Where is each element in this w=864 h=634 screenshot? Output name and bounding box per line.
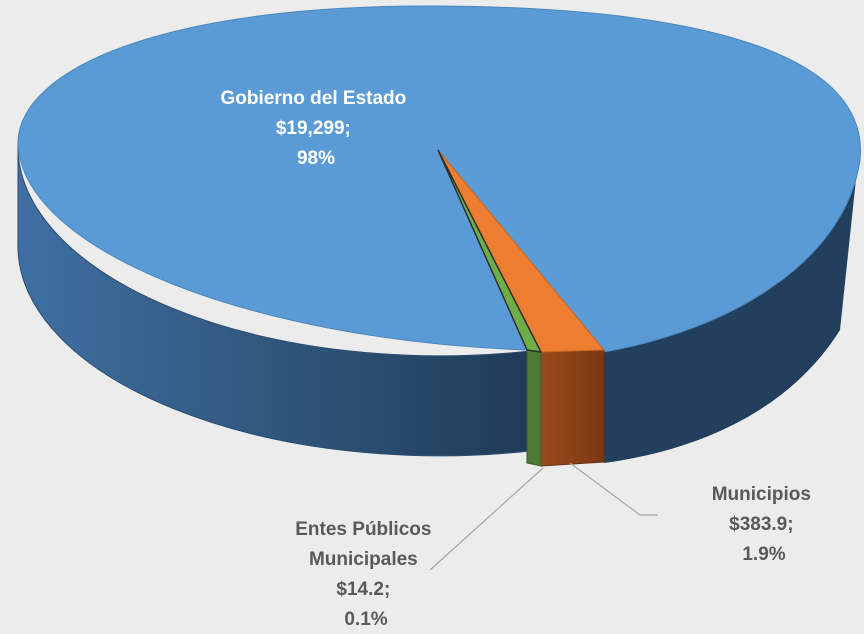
label-entes-line-2: Municipales bbox=[309, 549, 418, 570]
label-gobierno-line-3: 98% bbox=[297, 148, 335, 169]
label-gobierno-line-1: Gobierno del Estado bbox=[220, 88, 406, 109]
label-entes: Entes Públicos Municipales $14.2; 0.1% bbox=[295, 519, 436, 630]
leader-line-entes bbox=[429, 467, 544, 571]
label-municipios: Municipios $383.9; 1.9% bbox=[712, 484, 817, 565]
slice-entes-side bbox=[526, 349, 542, 467]
label-gobierno-line-2: $19,299; bbox=[276, 118, 351, 139]
label-entes-line-1: Entes Públicos bbox=[295, 519, 431, 540]
slice-entes bbox=[437, 149, 543, 353]
label-gobierno: Gobierno del Estado $19,299; 98% bbox=[220, 88, 411, 169]
slice-gobierno bbox=[17, 5, 861, 353]
label-municipios-line-2: $383.9; bbox=[729, 514, 793, 535]
label-municipios-line-3: 1.9% bbox=[742, 544, 785, 565]
label-municipios-line-1: Municipios bbox=[712, 484, 811, 505]
slice-municipios-side bbox=[540, 349, 605, 467]
label-entes-line-3: $14.2; bbox=[336, 579, 390, 600]
leader-line-municipios bbox=[569, 462, 658, 516]
label-entes-line-4: 0.1% bbox=[344, 609, 387, 630]
